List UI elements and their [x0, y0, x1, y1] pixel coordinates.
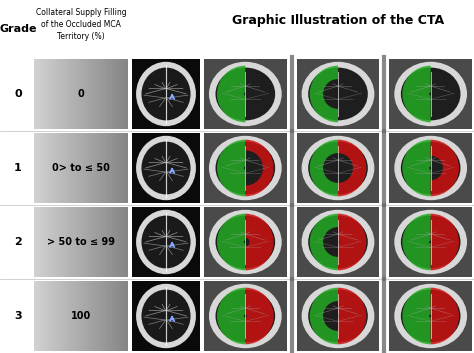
Wedge shape	[402, 140, 431, 196]
Wedge shape	[310, 214, 338, 270]
Wedge shape	[310, 66, 338, 122]
Wedge shape	[402, 66, 431, 122]
Wedge shape	[246, 140, 273, 196]
Ellipse shape	[216, 142, 275, 195]
Ellipse shape	[308, 67, 368, 120]
Ellipse shape	[141, 289, 191, 342]
Ellipse shape	[209, 136, 282, 200]
Ellipse shape	[308, 289, 368, 342]
Ellipse shape	[216, 289, 275, 342]
Wedge shape	[246, 214, 273, 270]
Bar	[132, 59, 200, 129]
Text: Grade: Grade	[0, 24, 37, 34]
Ellipse shape	[308, 216, 368, 268]
Wedge shape	[431, 214, 459, 270]
Bar	[389, 59, 472, 129]
Wedge shape	[310, 288, 338, 344]
Text: > 50 to ≤ 99: > 50 to ≤ 99	[47, 237, 115, 247]
Ellipse shape	[401, 142, 461, 195]
Text: 2: 2	[14, 237, 22, 247]
Bar	[204, 133, 287, 203]
Bar	[297, 133, 379, 203]
Ellipse shape	[216, 216, 275, 268]
Bar	[389, 207, 472, 277]
Ellipse shape	[394, 62, 467, 126]
Bar	[132, 207, 200, 277]
Ellipse shape	[141, 67, 191, 120]
Ellipse shape	[301, 62, 374, 126]
Ellipse shape	[301, 210, 374, 274]
Ellipse shape	[394, 210, 467, 274]
Bar	[297, 59, 379, 129]
Wedge shape	[402, 288, 431, 344]
Wedge shape	[217, 214, 246, 270]
Wedge shape	[431, 140, 459, 196]
Ellipse shape	[136, 136, 196, 200]
Bar	[132, 133, 200, 203]
Bar	[204, 59, 287, 129]
Ellipse shape	[301, 136, 374, 200]
Bar	[132, 281, 200, 351]
Wedge shape	[217, 140, 246, 196]
Ellipse shape	[141, 216, 191, 268]
Ellipse shape	[401, 67, 461, 120]
Bar	[389, 281, 472, 351]
Ellipse shape	[136, 210, 196, 274]
Ellipse shape	[401, 289, 461, 342]
Ellipse shape	[209, 284, 282, 348]
Ellipse shape	[136, 62, 196, 126]
Text: 0: 0	[14, 89, 22, 99]
Text: 3: 3	[14, 311, 22, 321]
Text: 0: 0	[78, 89, 84, 99]
Wedge shape	[338, 140, 366, 196]
Wedge shape	[246, 288, 273, 344]
Ellipse shape	[394, 136, 467, 200]
Bar	[204, 281, 287, 351]
Ellipse shape	[209, 210, 282, 274]
Bar	[297, 281, 379, 351]
Text: Graphic Illustration of the CTA: Graphic Illustration of the CTA	[232, 14, 444, 27]
Text: Collateral Supply Filling
of the Occluded MCA
Territory (%): Collateral Supply Filling of the Occlude…	[36, 8, 126, 41]
Ellipse shape	[394, 284, 467, 348]
Bar	[389, 133, 472, 203]
Wedge shape	[402, 214, 431, 270]
Ellipse shape	[308, 142, 368, 195]
Text: 1: 1	[14, 163, 22, 173]
Ellipse shape	[401, 216, 461, 268]
Bar	[204, 207, 287, 277]
Bar	[297, 207, 379, 277]
Ellipse shape	[216, 67, 275, 120]
Wedge shape	[310, 140, 338, 196]
Wedge shape	[431, 288, 459, 344]
Ellipse shape	[209, 62, 282, 126]
Ellipse shape	[301, 284, 374, 348]
Ellipse shape	[136, 284, 196, 348]
Text: 0> to ≤ 50: 0> to ≤ 50	[52, 163, 110, 173]
Ellipse shape	[141, 142, 191, 195]
Text: 100: 100	[71, 311, 91, 321]
Wedge shape	[217, 66, 246, 122]
Wedge shape	[217, 288, 246, 344]
Wedge shape	[338, 214, 366, 270]
Wedge shape	[338, 288, 366, 344]
